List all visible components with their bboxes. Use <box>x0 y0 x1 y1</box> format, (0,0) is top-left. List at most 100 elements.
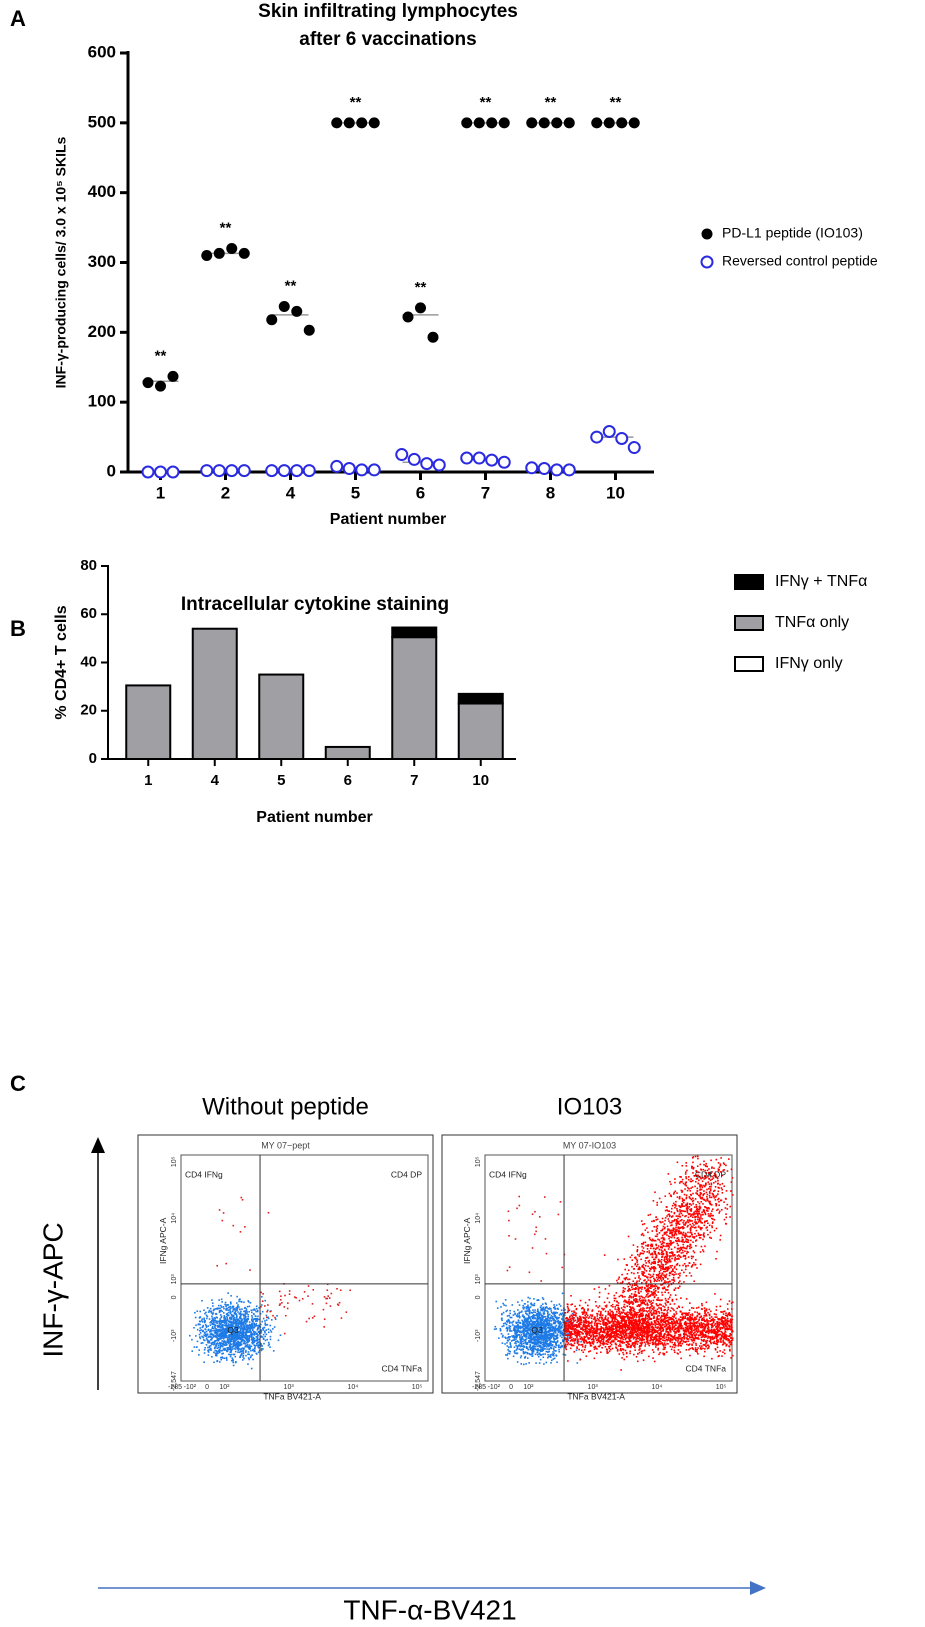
event <box>716 1340 718 1342</box>
event <box>689 1322 691 1325</box>
event <box>529 1335 532 1338</box>
event <box>235 1337 238 1339</box>
event <box>641 1350 644 1352</box>
event <box>229 1305 232 1308</box>
event <box>266 1309 269 1312</box>
event <box>242 1351 244 1353</box>
event <box>504 1322 507 1324</box>
event <box>692 1332 695 1335</box>
event <box>221 1219 224 1222</box>
event <box>539 1346 542 1349</box>
event <box>227 1336 230 1338</box>
event <box>678 1329 680 1331</box>
event <box>634 1342 637 1345</box>
event <box>514 1331 517 1334</box>
event <box>238 1342 241 1344</box>
event <box>235 1314 238 1317</box>
event <box>242 1352 245 1355</box>
event <box>541 1323 544 1325</box>
event <box>548 1329 551 1331</box>
event <box>597 1318 600 1321</box>
event <box>678 1336 680 1338</box>
event <box>234 1337 236 1339</box>
event <box>540 1313 542 1315</box>
event <box>240 1314 242 1317</box>
event <box>276 1315 278 1317</box>
event <box>698 1325 701 1327</box>
event <box>528 1320 531 1323</box>
event <box>610 1320 613 1323</box>
event <box>612 1341 614 1343</box>
event <box>238 1298 241 1301</box>
event <box>701 1323 703 1326</box>
event <box>534 1321 536 1324</box>
event <box>576 1347 578 1350</box>
event <box>193 1346 196 1348</box>
event <box>256 1320 259 1322</box>
event <box>212 1305 214 1307</box>
event <box>237 1322 240 1324</box>
event <box>538 1338 540 1341</box>
event <box>212 1343 214 1345</box>
event <box>550 1333 553 1336</box>
event <box>220 1330 223 1332</box>
event <box>649 1330 652 1333</box>
event <box>525 1342 528 1345</box>
event <box>640 1322 643 1325</box>
event <box>504 1343 506 1345</box>
event <box>517 1330 520 1332</box>
event <box>247 1317 249 1320</box>
event <box>576 1316 579 1319</box>
event <box>245 1326 248 1329</box>
event <box>212 1321 215 1323</box>
event <box>244 1311 247 1314</box>
event <box>673 1349 676 1352</box>
event <box>571 1315 574 1318</box>
event <box>600 1351 602 1354</box>
event <box>201 1321 204 1323</box>
event <box>545 1303 548 1305</box>
event <box>606 1329 609 1331</box>
event <box>654 1340 657 1343</box>
event <box>244 1310 247 1313</box>
data-point <box>238 247 250 259</box>
event <box>690 1328 692 1331</box>
event <box>609 1345 612 1348</box>
event <box>607 1341 609 1343</box>
event <box>655 1337 657 1339</box>
event <box>504 1336 506 1339</box>
event <box>505 1310 508 1313</box>
event <box>216 1264 218 1267</box>
event <box>569 1340 572 1342</box>
y-tick-label: 80 <box>80 557 97 574</box>
event <box>679 1327 682 1330</box>
event <box>671 1328 674 1331</box>
event <box>245 1330 248 1333</box>
event <box>236 1306 239 1309</box>
event <box>199 1327 202 1329</box>
event <box>716 1351 719 1353</box>
data-point <box>166 465 180 479</box>
event <box>225 1333 227 1336</box>
event <box>223 1357 226 1360</box>
event <box>553 1327 556 1330</box>
event <box>249 1329 252 1332</box>
y-axis-label: INF-γ-producing cells/ 3.0 x 10⁵ SKILs <box>53 136 69 388</box>
event <box>653 1310 655 1312</box>
event <box>564 1323 567 1326</box>
event <box>227 1347 230 1349</box>
event <box>221 1345 224 1348</box>
event <box>662 1335 665 1338</box>
event <box>719 1350 721 1352</box>
event <box>696 1311 699 1314</box>
event <box>225 1356 228 1359</box>
event <box>495 1328 498 1330</box>
event <box>214 1319 217 1322</box>
event <box>731 1329 733 1332</box>
event <box>312 1289 315 1291</box>
event <box>533 1335 535 1338</box>
event <box>570 1330 573 1333</box>
event <box>611 1318 614 1321</box>
event <box>527 1310 529 1312</box>
event <box>250 1349 252 1352</box>
